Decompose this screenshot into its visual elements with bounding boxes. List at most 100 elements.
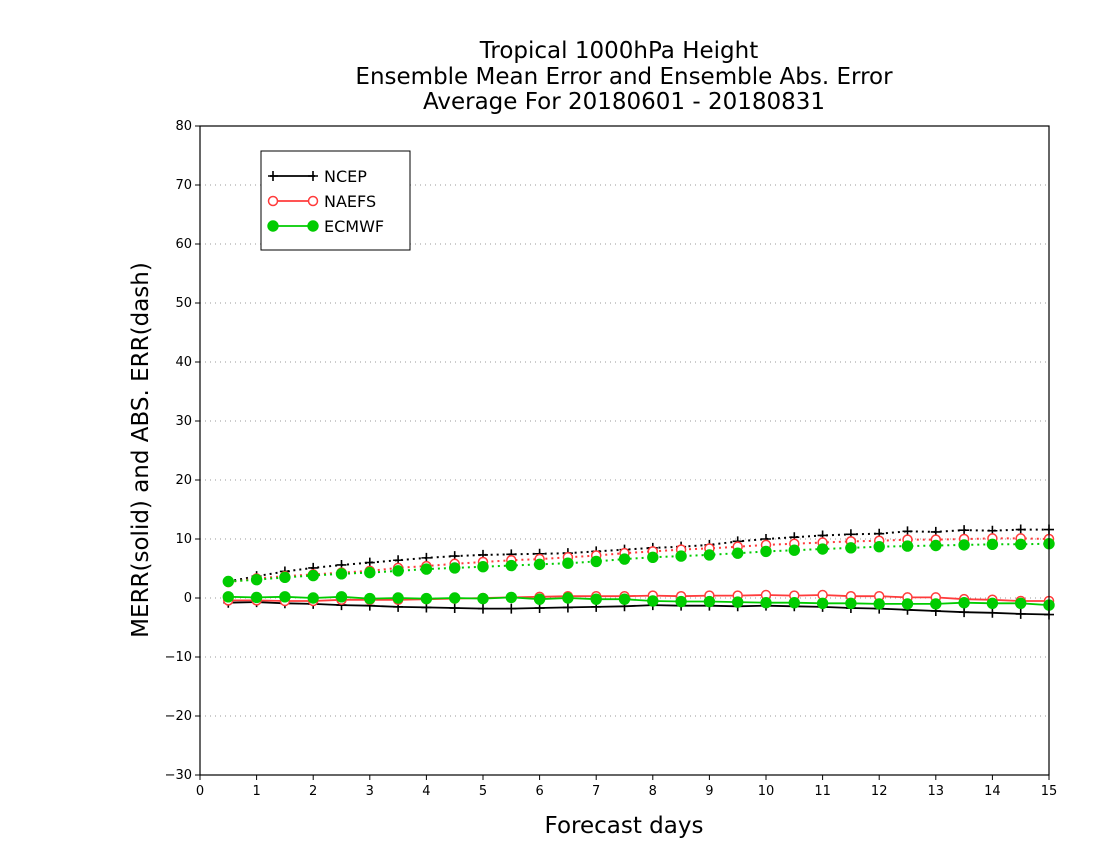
point-ecmwf-mean-error (675, 595, 687, 608)
point-ecmwf-mean-error (533, 593, 546, 605)
point-ecmwf-mean-error (732, 596, 744, 608)
x-axis-label: Forecast days (545, 813, 704, 839)
legend-marker-ncep (308, 171, 318, 181)
point-ecmwf-abs-error (732, 547, 744, 559)
plot-series (222, 524, 1055, 620)
point-ecmwf-abs-error (250, 574, 263, 586)
y-tick-label: 0 (184, 591, 192, 606)
point-ecmwf-mean-error (562, 592, 574, 604)
point-ecmwf-abs-error (279, 571, 291, 584)
x-tick-label: 10 (758, 784, 775, 799)
legend-item-naefs: NAEFS (267, 192, 376, 211)
x-tick-label: 12 (871, 784, 888, 799)
point-ecmwf-mean-error (307, 592, 319, 604)
y-tick-label: 20 (175, 473, 192, 488)
x-tick-label: 3 (366, 784, 374, 799)
plot-frame (199, 125, 1050, 776)
x-tick-label: 15 (1041, 784, 1058, 799)
point-ecmwf-mean-error (250, 591, 263, 604)
point-ecmwf-mean-error (392, 592, 404, 604)
point-ncep-mean-error (1015, 608, 1026, 619)
series-ecmwf (222, 538, 1055, 611)
x-tick-label: 11 (814, 784, 831, 799)
y-axis-label: MERR(solid) and ABS. ERR(dash) (128, 262, 154, 638)
point-ncep-mean-error (987, 607, 998, 618)
x-tick-label: 9 (705, 784, 713, 799)
point-ecmwf-mean-error (477, 592, 489, 605)
point-ecmwf-abs-error (449, 562, 461, 574)
x-tick-label: 2 (309, 784, 317, 799)
legend-label-ncep: NCEP (324, 167, 367, 186)
legend-marker-naefs (307, 195, 319, 207)
point-ncep-mean-error (506, 603, 517, 614)
point-ecmwf-mean-error (901, 598, 914, 610)
point-ecmwf-abs-error (562, 557, 574, 569)
point-ncep-mean-error (959, 607, 970, 618)
point-ecmwf-abs-error (477, 561, 489, 573)
series-line-ncep-abs-error (228, 528, 1049, 583)
point-ncep-mean-error (562, 602, 573, 613)
point-ecmwf-abs-error (590, 555, 602, 568)
title-line-3: Average For 20180601 - 20180831 (423, 89, 825, 115)
point-ecmwf-mean-error (647, 595, 659, 607)
y-tick-label: −10 (165, 650, 192, 665)
legend-marker-ecmwf (267, 220, 279, 232)
point-ecmwf-mean-error (1015, 597, 1027, 610)
point-ecmwf-abs-error (816, 543, 829, 555)
series-line-ecmwf-abs-error (228, 542, 1050, 583)
point-ecmwf-abs-error (420, 563, 433, 575)
y-tick-label: 80 (175, 119, 192, 134)
point-ecmwf-abs-error (222, 575, 235, 588)
point-ecmwf-abs-error (788, 544, 800, 556)
x-tick-label: 7 (592, 784, 600, 799)
x-tick-label: 6 (535, 784, 543, 799)
point-ecmwf-abs-error (703, 549, 716, 561)
x-tick-label: 14 (984, 784, 1001, 799)
x-tick-label: 4 (422, 784, 430, 799)
y-tick-label: 40 (175, 355, 192, 370)
point-ecmwf-mean-error (788, 597, 800, 609)
point-ecmwf-mean-error (958, 597, 970, 609)
point-ecmwf-abs-error (647, 551, 659, 563)
legend-marker-ecmwf (307, 220, 319, 232)
legend-label-naefs: NAEFS (324, 192, 376, 211)
point-ecmwf-abs-error (760, 545, 772, 558)
y-tick-label: 70 (175, 178, 192, 193)
legend-item-ncep: NCEP (268, 167, 367, 186)
x-tick-label: 5 (479, 784, 487, 799)
point-ecmwf-mean-error (335, 591, 348, 603)
point-ecmwf-abs-error (845, 542, 857, 554)
point-ecmwf-mean-error (760, 597, 772, 609)
point-ncep-abs-error (1015, 524, 1026, 535)
chart-title: Tropical 1000hPa Height Ensemble Mean Er… (355, 38, 893, 115)
x-tick-label: 1 (252, 784, 260, 799)
title-line-1: Tropical 1000hPa Height (479, 38, 759, 64)
x-tick-label: 0 (196, 784, 204, 799)
point-ecmwf-mean-error (703, 595, 716, 608)
x-tick-label: 13 (928, 784, 945, 799)
point-ecmwf-mean-error (930, 598, 942, 610)
y-tick-label: 10 (175, 532, 192, 547)
point-ecmwf-mean-error (505, 591, 517, 604)
point-ecmwf-abs-error (392, 565, 404, 577)
point-ncep-mean-error (478, 603, 488, 614)
point-ecmwf-abs-error (364, 566, 376, 579)
legend: NCEP NAEFS ECMWF (260, 150, 411, 251)
legend-label-ecmwf: ECMWF (324, 217, 384, 236)
point-ecmwf-abs-error (335, 568, 348, 580)
y-tick-label: −30 (165, 768, 192, 783)
point-ecmwf-mean-error (420, 592, 433, 605)
y-tick-label: 30 (175, 414, 192, 429)
point-ecmwf-abs-error (533, 558, 546, 571)
y-tick-label: −20 (165, 709, 192, 724)
y-tick-label: 60 (175, 237, 192, 252)
point-ncep-mean-error (449, 603, 460, 614)
point-ecmwf-mean-error (590, 593, 602, 605)
point-ecmwf-mean-error (986, 597, 999, 610)
point-ecmwf-mean-error (816, 597, 829, 610)
point-ecmwf-abs-error (986, 538, 999, 551)
point-ecmwf-mean-error (222, 591, 235, 603)
point-ecmwf-mean-error (845, 597, 857, 610)
